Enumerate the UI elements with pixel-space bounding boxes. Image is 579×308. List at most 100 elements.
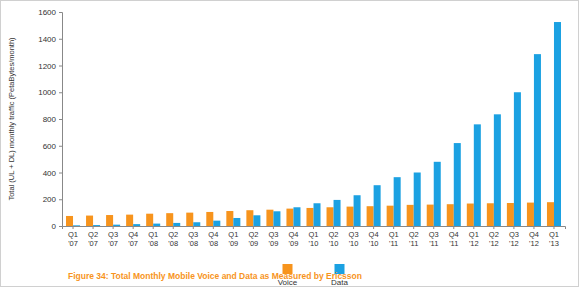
x-tick-label: Q4'11 [449,230,459,248]
bar [547,202,554,226]
bar [306,208,313,226]
x-tick: Q4'10 [369,226,379,248]
panel-frame [1,1,579,287]
bar [106,215,113,226]
bar [327,207,334,226]
x-tick: Q2'09 [248,226,258,248]
x-tick-mark [533,226,534,229]
x-axis-line [63,227,566,230]
title: Figure 34: Total Monthly Mobile Voice an… [68,271,362,281]
x-tick-mark [173,226,174,229]
y-tick-label: 200 [43,195,57,204]
bar [387,206,394,226]
x-tick-mark [493,226,494,229]
bar [206,212,213,226]
bar [146,214,153,226]
x-tick-mark [473,226,474,229]
x-tick: Q2'11 [409,226,419,248]
x-tick: Q4'11 [449,226,459,248]
plot: 02004006008001000120014001600Q1'07Q2'07Q… [38,8,565,248]
x-tick-label: Q4'12 [529,230,539,248]
y-tick: 0 [52,222,62,231]
x-tick-label: Q2'09 [248,230,258,248]
y-tick-mark [59,39,62,40]
x-tick-label: Q2'08 [168,230,178,248]
x-tick: Q4'07 [128,226,138,248]
y-tick-mark [59,146,62,147]
y-axis: 02004006008001000120014001600 [38,8,62,231]
x-tick: Q1'10 [308,226,318,248]
bar [273,211,280,226]
x-tick-label: Q1'08 [148,230,158,248]
x-tick-mark [233,226,234,229]
x-tick-mark [393,226,394,229]
x-tick-mark [333,226,334,229]
bar [434,162,441,226]
bar [293,207,300,226]
x-tick-label: Q4'09 [288,230,298,248]
x-tick-label: Q3'07 [108,230,118,248]
x-tick-mark [413,226,414,229]
x-tick-mark [193,226,194,229]
y-axis-title: Total (UL + DL) monthly traffic (PetaByt… [7,37,16,201]
x-tick-mark [453,226,454,229]
bar [113,225,120,226]
x-tick: Q2'07 [88,226,98,248]
bar [314,203,321,226]
bar [266,210,273,226]
x-tick: Q3'10 [349,226,359,248]
x-tick: Q1'12 [469,226,479,248]
y-tick-mark [59,226,62,227]
x-tick-label: Q1'13 [549,230,559,248]
x-tick-label: Q3'11 [429,230,439,248]
x-tick-label: Q4'10 [369,230,379,248]
y-tick-label: 1200 [38,62,56,71]
bar [286,209,293,226]
x-tick-label: Q1'09 [228,230,238,248]
x-tick: Q1'09 [228,226,238,248]
x-tick-mark [293,226,294,229]
bar [213,221,220,226]
x-tick-label: Q1'11 [389,230,399,248]
bar [527,203,534,226]
y-axis-line [59,13,63,227]
y-tick-mark [59,173,62,174]
y-tick-mark [59,199,62,200]
x-tick-label: Q2'12 [489,230,499,248]
y-tick-label: 1400 [38,35,56,44]
x-tick-mark [553,226,554,229]
bar [193,222,200,226]
y-tick: 200 [43,195,62,204]
chart-container: 02004006008001000120014001600Q1'07Q2'07Q… [0,0,579,308]
bar [334,200,341,226]
y-tick: 1000 [38,88,62,97]
y-tick: 1400 [38,35,62,44]
x-tick: Q2'10 [329,226,339,248]
x-tick: Q1'11 [389,226,399,248]
bar [93,225,100,226]
y-tick: 400 [43,169,62,178]
y-tick: 1600 [38,8,62,17]
x-tick: Q1'08 [148,226,158,248]
bar [427,205,434,226]
bar [173,223,180,226]
y-tick-label: 1000 [38,88,56,97]
y-tick-label: 400 [43,169,57,178]
x-tick-label: Q4'08 [208,230,218,248]
bar [354,195,361,226]
x-tick: Q3'11 [429,226,439,248]
y-tick-label: 600 [43,142,57,151]
x-tick-mark [313,226,314,229]
x-tick-label: Q4'07 [128,230,138,248]
x-tick-mark [93,226,94,229]
x-tick: Q1'07 [68,226,78,248]
x-tick: Q3'08 [188,226,198,248]
y-tick-mark [59,12,62,13]
bar [394,177,401,226]
x-tick: Q3'09 [268,226,278,248]
bar [494,114,501,226]
x-tick: Q3'12 [509,226,519,248]
chart-svg: 02004006008001000120014001600Q1'07Q2'07Q… [0,0,579,308]
bar [66,216,73,226]
bar [126,215,133,226]
